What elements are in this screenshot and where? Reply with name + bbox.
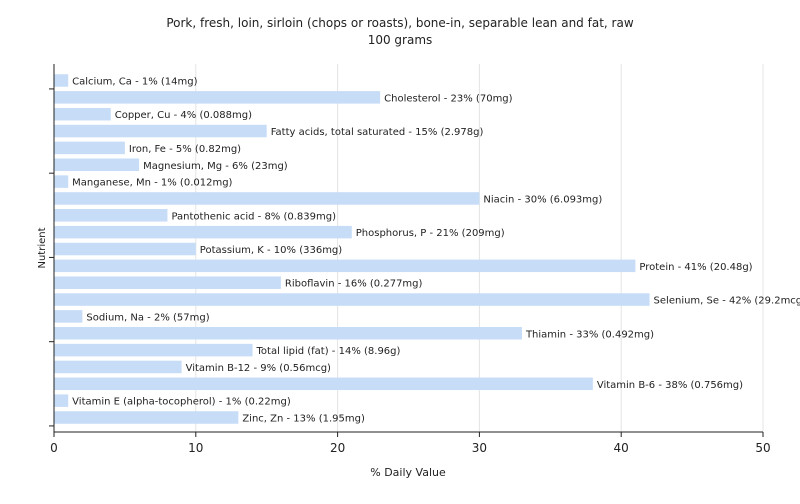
bar-15: [54, 310, 83, 323]
bar-label-13: Riboflavin - 16% (0.277mg): [285, 279, 423, 290]
y-axis-label: Nutrient: [37, 227, 48, 268]
x-tick-label-20: 20: [330, 441, 345, 455]
bar-label-5: Iron, Fe - 5% (0.82mg): [129, 144, 241, 155]
bar-11: [54, 242, 196, 256]
bar-label-16: Thiamin - 33% (0.492mg): [525, 329, 654, 340]
bar-9: [54, 209, 168, 222]
bar-3: [54, 107, 111, 121]
bar-17: [54, 343, 253, 357]
bar-label-7: Manganese, Mn - 1% (0.012mg): [72, 178, 232, 189]
x-axis-label: % Daily Value: [370, 466, 446, 479]
bar-8: [54, 192, 480, 205]
bar-6: [54, 158, 140, 171]
chart-subtitle: 100 grams: [368, 33, 433, 47]
bar-label-20: Vitamin E (alpha-tocopherol) - 1% (0.22m…: [72, 397, 291, 408]
bar-18: [54, 360, 182, 374]
axes: 0 10 20 30 40 50: [49, 64, 771, 455]
bar-label-18: Vitamin B-12 - 9% (0.56mcg): [186, 363, 331, 374]
bar-14: [54, 293, 650, 306]
x-tick-label-40: 40: [614, 441, 629, 455]
chart-title: Pork, fresh, loin, sirloin (chops or roa…: [166, 16, 633, 30]
bar-4: [54, 124, 267, 138]
bar-2: [54, 91, 381, 104]
bar-label-21: Zinc, Zn - 13% (1.95mg): [242, 414, 365, 425]
bar-12: [54, 259, 636, 273]
bar-label-11: Potassium, K - 10% (336mg): [200, 245, 342, 256]
bar-19: [54, 377, 593, 391]
bar-label-8: Niacin - 30% (6.093mg): [483, 194, 602, 205]
x-tick-label-0: 0: [50, 441, 58, 455]
bar-20: [54, 394, 69, 407]
bar-label-17: Total lipid (fat) - 14% (8.96g): [256, 346, 401, 357]
bar-label-6: Magnesium, Mg - 6% (23mg): [143, 161, 288, 172]
bar-16: [54, 327, 522, 340]
bar-label-3: Copper, Cu - 4% (0.088mg): [115, 110, 252, 121]
bar-label-9: Pantothenic acid - 8% (0.839mg): [171, 211, 336, 222]
bar-label-15: Sodium, Na - 2% (57mg): [86, 312, 209, 323]
bar-label-2: Cholesterol - 23% (70mg): [384, 93, 513, 104]
bar-label-1: Calcium, Ca - 1% (14mg): [72, 77, 197, 88]
bar-21: [54, 411, 239, 424]
x-tick-label-30: 30: [472, 441, 487, 455]
bar-label-19: Vitamin B-6 - 38% (0.756mg): [597, 380, 743, 391]
bar-label-14: Selenium, Se - 42% (29.2mcg): [654, 296, 800, 307]
x-tick-label-50: 50: [755, 441, 770, 455]
bar-13: [54, 276, 281, 289]
bar-7: [54, 175, 69, 188]
bar-1: [54, 74, 69, 87]
bar-label-12: Protein - 41% (20.48g): [639, 262, 752, 273]
bars: Calcium, Ca - 1% (14mg) Cholesterol - 23%…: [54, 74, 800, 425]
bar-label-4: Fatty acids, total saturated - 15% (2.97…: [271, 127, 484, 138]
x-tick-label-10: 10: [188, 441, 203, 455]
bar-label-10: Phosphorus, P - 21% (209mg): [356, 228, 505, 239]
bar-10: [54, 225, 352, 239]
bar-5: [54, 141, 125, 155]
